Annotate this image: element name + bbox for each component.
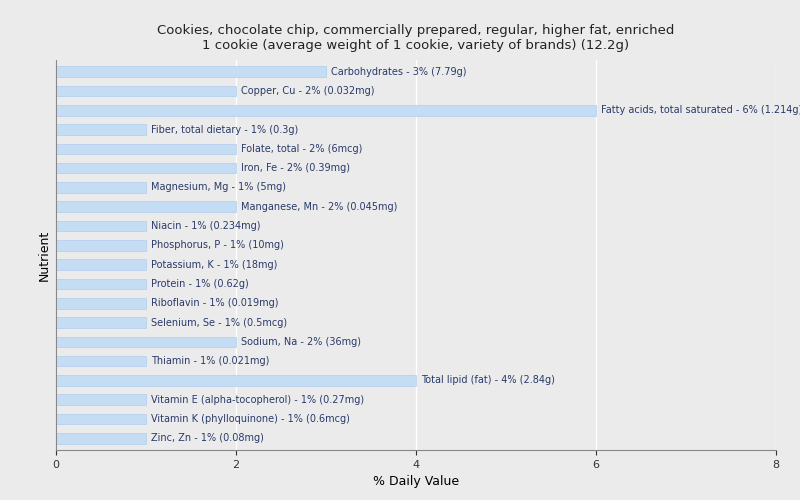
- Bar: [56, 66, 326, 77]
- Text: Manganese, Mn - 2% (0.045mg): Manganese, Mn - 2% (0.045mg): [242, 202, 398, 211]
- Text: Vitamin E (alpha-tocopherol) - 1% (0.27mg): Vitamin E (alpha-tocopherol) - 1% (0.27m…: [151, 395, 365, 405]
- Bar: [56, 105, 596, 116]
- Bar: [56, 86, 236, 96]
- Bar: [56, 298, 146, 308]
- X-axis label: % Daily Value: % Daily Value: [373, 476, 459, 488]
- Text: Riboflavin - 1% (0.019mg): Riboflavin - 1% (0.019mg): [151, 298, 279, 308]
- Text: Selenium, Se - 1% (0.5mcg): Selenium, Se - 1% (0.5mcg): [151, 318, 287, 328]
- Title: Cookies, chocolate chip, commercially prepared, regular, higher fat, enriched
1 : Cookies, chocolate chip, commercially pr…: [158, 24, 674, 52]
- Text: Fatty acids, total saturated - 6% (1.214g): Fatty acids, total saturated - 6% (1.214…: [602, 105, 800, 115]
- Bar: [56, 433, 146, 444]
- Bar: [56, 163, 236, 173]
- Text: Phosphorus, P - 1% (10mg): Phosphorus, P - 1% (10mg): [151, 240, 284, 250]
- Bar: [56, 394, 146, 405]
- Text: Zinc, Zn - 1% (0.08mg): Zinc, Zn - 1% (0.08mg): [151, 434, 264, 444]
- Text: Total lipid (fat) - 4% (2.84g): Total lipid (fat) - 4% (2.84g): [422, 376, 555, 386]
- Text: Niacin - 1% (0.234mg): Niacin - 1% (0.234mg): [151, 221, 261, 231]
- Text: Magnesium, Mg - 1% (5mg): Magnesium, Mg - 1% (5mg): [151, 182, 286, 192]
- Bar: [56, 375, 416, 386]
- Text: Fiber, total dietary - 1% (0.3g): Fiber, total dietary - 1% (0.3g): [151, 124, 298, 134]
- Bar: [56, 240, 146, 250]
- Bar: [56, 124, 146, 135]
- Text: Copper, Cu - 2% (0.032mg): Copper, Cu - 2% (0.032mg): [242, 86, 375, 96]
- Bar: [56, 260, 146, 270]
- Text: Potassium, K - 1% (18mg): Potassium, K - 1% (18mg): [151, 260, 278, 270]
- Bar: [56, 278, 146, 289]
- Text: Sodium, Na - 2% (36mg): Sodium, Na - 2% (36mg): [242, 337, 362, 347]
- Text: Iron, Fe - 2% (0.39mg): Iron, Fe - 2% (0.39mg): [242, 163, 350, 173]
- Text: Protein - 1% (0.62g): Protein - 1% (0.62g): [151, 279, 249, 289]
- Bar: [56, 144, 236, 154]
- Text: Thiamin - 1% (0.021mg): Thiamin - 1% (0.021mg): [151, 356, 270, 366]
- Bar: [56, 220, 146, 232]
- Bar: [56, 202, 236, 212]
- Bar: [56, 356, 146, 366]
- Y-axis label: Nutrient: Nutrient: [38, 230, 50, 280]
- Bar: [56, 182, 146, 192]
- Text: Carbohydrates - 3% (7.79g): Carbohydrates - 3% (7.79g): [331, 66, 467, 76]
- Bar: [56, 414, 146, 424]
- Text: Folate, total - 2% (6mcg): Folate, total - 2% (6mcg): [242, 144, 362, 154]
- Bar: [56, 336, 236, 347]
- Bar: [56, 318, 146, 328]
- Text: Vitamin K (phylloquinone) - 1% (0.6mcg): Vitamin K (phylloquinone) - 1% (0.6mcg): [151, 414, 350, 424]
